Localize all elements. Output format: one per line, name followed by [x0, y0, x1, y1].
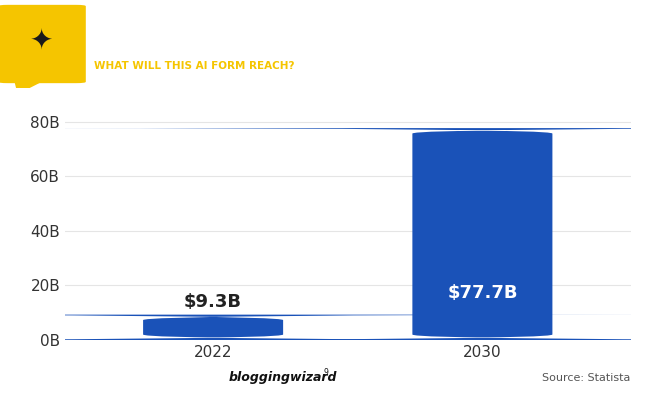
Text: WHAT WILL THIS AI FORM REACH?: WHAT WILL THIS AI FORM REACH? [94, 61, 294, 71]
FancyBboxPatch shape [0, 5, 86, 83]
Text: 9: 9 [323, 368, 328, 377]
Text: bloggingwizard: bloggingwizard [229, 372, 337, 384]
Text: AI DRIVEN ROBOT MARKET SIZE: AI DRIVEN ROBOT MARKET SIZE [94, 23, 406, 41]
Polygon shape [14, 81, 44, 94]
Text: $9.3B: $9.3B [184, 292, 242, 310]
Text: ✦: ✦ [31, 26, 53, 54]
FancyBboxPatch shape [14, 128, 650, 340]
Text: $77.7B: $77.7B [447, 284, 517, 302]
FancyBboxPatch shape [0, 315, 650, 340]
Text: Source: Statista: Source: Statista [542, 373, 630, 383]
